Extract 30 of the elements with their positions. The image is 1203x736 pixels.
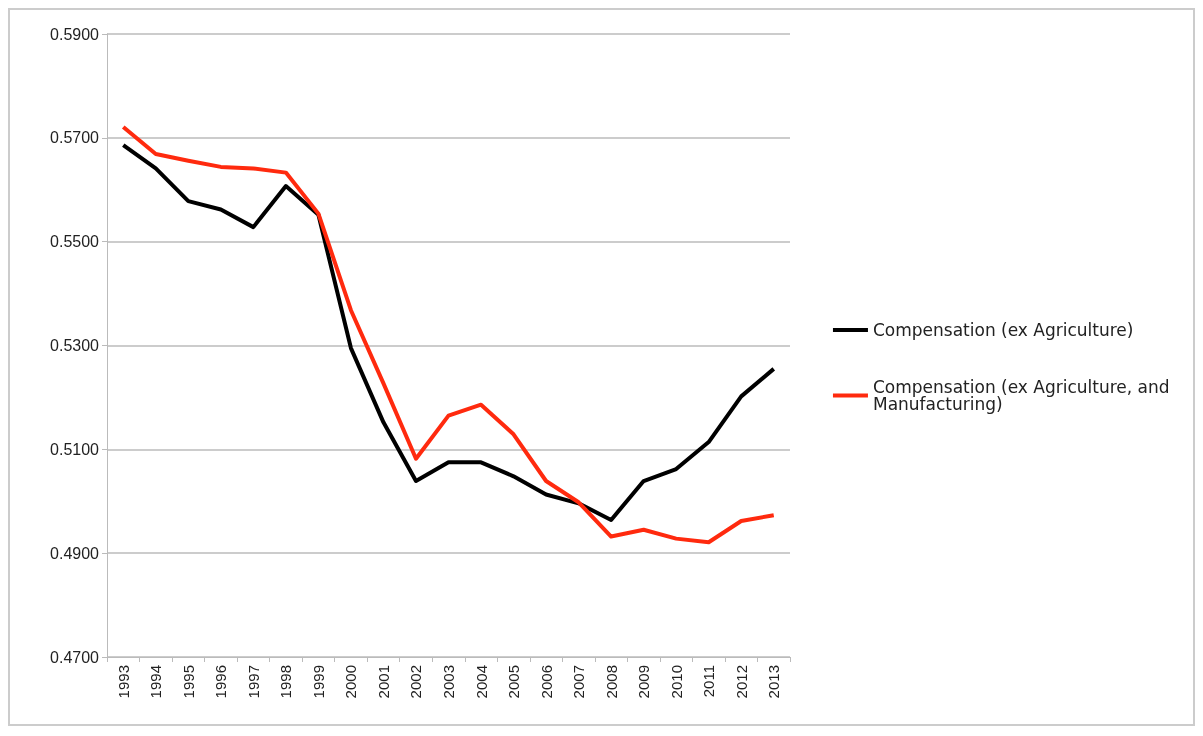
x-tick-label: 1998 (277, 665, 295, 699)
legend-label: Compensation (ex Agriculture, and Manufacturing) (872, 377, 1176, 414)
x-tick-label: 1996 (212, 665, 230, 699)
x-tick-label: 2009 (635, 665, 653, 699)
legend-label: Compensation (ex Agriculture) (872, 320, 1134, 340)
x-tick-label: 2004 (472, 665, 490, 699)
y-tick-label: 0.4700 (50, 648, 100, 666)
x-tick-label: 2006 (537, 665, 555, 699)
x-tick-label: 2001 (374, 665, 392, 699)
x-tick-label: 2012 (732, 665, 750, 699)
y-tick-label: 0.5700 (50, 129, 100, 147)
x-tick-label: 2005 (505, 665, 523, 699)
y-tick-label: 0.4900 (50, 544, 100, 562)
x-tick-label: 1994 (147, 665, 165, 699)
x-tick-label: 2003 (440, 665, 457, 699)
x-tick-label: 2007 (570, 665, 588, 699)
y-tick-label: 0.5300 (50, 337, 100, 354)
y-tick-label: 0.5900 (50, 25, 100, 43)
x-tick-label: 2008 (602, 665, 620, 699)
x-tick-label: 1997 (244, 665, 262, 699)
x-tick-label: 2010 (667, 665, 685, 699)
x-tick-label: 2000 (342, 665, 360, 699)
x-tick-label: 1995 (179, 665, 197, 699)
x-tick-label: 1999 (309, 665, 327, 699)
x-tick-label: 1993 (114, 665, 132, 699)
y-tick-label: 0.5500 (50, 233, 100, 251)
x-tick-label: 2011 (700, 665, 718, 698)
x-tick-label: 2013 (765, 665, 783, 699)
x-tick-label: 2002 (407, 665, 425, 699)
y-tick-label: 0.5100 (50, 440, 100, 458)
